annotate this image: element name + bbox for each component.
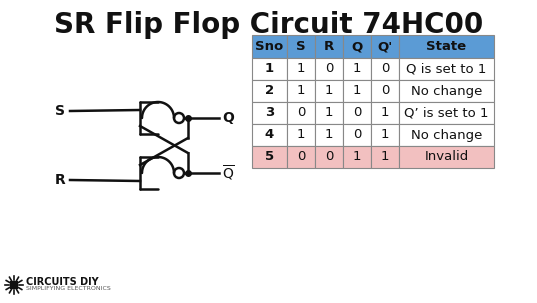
Text: Invalid: Invalid	[424, 151, 469, 164]
Bar	[343, 80, 371, 102]
Bar	[315, 102, 343, 124]
Text: Q is set to 1: Q is set to 1	[407, 62, 487, 75]
Bar	[287, 146, 315, 168]
Text: S: S	[296, 40, 306, 53]
Text: 0: 0	[297, 151, 305, 164]
Text: 2: 2	[265, 85, 274, 98]
Bar	[343, 124, 371, 146]
Bar	[343, 58, 371, 80]
Text: 1: 1	[381, 128, 389, 142]
Bar	[399, 102, 494, 124]
Bar	[252, 80, 287, 102]
Text: CIRCUITS DIY: CIRCUITS DIY	[26, 277, 99, 287]
Bar	[287, 80, 315, 102]
Bar	[252, 102, 287, 124]
Text: $\overline{\mathrm{Q}}$: $\overline{\mathrm{Q}}$	[222, 163, 235, 183]
Bar	[287, 58, 315, 80]
Bar	[399, 58, 494, 80]
Text: 0: 0	[381, 85, 389, 98]
Bar	[252, 146, 287, 168]
Text: 1: 1	[297, 128, 305, 142]
Bar	[343, 102, 371, 124]
Text: 1: 1	[297, 62, 305, 75]
Bar	[371, 124, 399, 146]
Text: 1: 1	[353, 85, 361, 98]
Text: 1: 1	[297, 85, 305, 98]
Bar	[315, 58, 343, 80]
Text: 0: 0	[381, 62, 389, 75]
Bar	[399, 80, 494, 102]
Text: SR Flip Flop Circuit 74HC00: SR Flip Flop Circuit 74HC00	[54, 11, 483, 39]
Bar	[10, 281, 18, 289]
Bar	[252, 124, 287, 146]
Text: SIMPLIFYING ELECTRONICS: SIMPLIFYING ELECTRONICS	[26, 287, 111, 291]
Text: 1: 1	[325, 128, 333, 142]
Bar	[399, 35, 494, 58]
Text: 4: 4	[265, 128, 274, 142]
Text: 5: 5	[265, 151, 274, 164]
Text: Q: Q	[222, 111, 234, 125]
Text: Q’ is set to 1: Q’ is set to 1	[404, 106, 489, 119]
Bar	[252, 58, 287, 80]
Bar	[371, 35, 399, 58]
Text: 1: 1	[381, 106, 389, 119]
Bar	[287, 124, 315, 146]
Bar	[343, 146, 371, 168]
Bar	[371, 80, 399, 102]
Bar	[343, 35, 371, 58]
Text: Q: Q	[351, 40, 362, 53]
Text: Sno: Sno	[256, 40, 284, 53]
Text: 0: 0	[325, 151, 333, 164]
Text: 0: 0	[353, 106, 361, 119]
Text: No change: No change	[411, 85, 482, 98]
Bar	[315, 80, 343, 102]
Bar	[287, 102, 315, 124]
Text: 1: 1	[353, 62, 361, 75]
Bar	[315, 146, 343, 168]
Text: 1: 1	[265, 62, 274, 75]
Bar	[315, 124, 343, 146]
Text: No change: No change	[411, 128, 482, 142]
Text: 1: 1	[353, 151, 361, 164]
Bar	[371, 146, 399, 168]
Text: Q': Q'	[378, 40, 393, 53]
Text: 0: 0	[297, 106, 305, 119]
Bar	[252, 35, 287, 58]
Text: S: S	[55, 104, 65, 118]
Bar	[287, 35, 315, 58]
Text: State: State	[426, 40, 467, 53]
Text: R: R	[324, 40, 334, 53]
Text: 0: 0	[325, 62, 333, 75]
Text: 3: 3	[265, 106, 274, 119]
Text: R: R	[54, 173, 65, 187]
Bar	[371, 58, 399, 80]
Bar	[315, 35, 343, 58]
Bar	[399, 146, 494, 168]
Text: 1: 1	[381, 151, 389, 164]
Text: 0: 0	[353, 128, 361, 142]
Bar	[399, 124, 494, 146]
Bar	[371, 102, 399, 124]
Text: 1: 1	[325, 106, 333, 119]
Text: 1: 1	[325, 85, 333, 98]
